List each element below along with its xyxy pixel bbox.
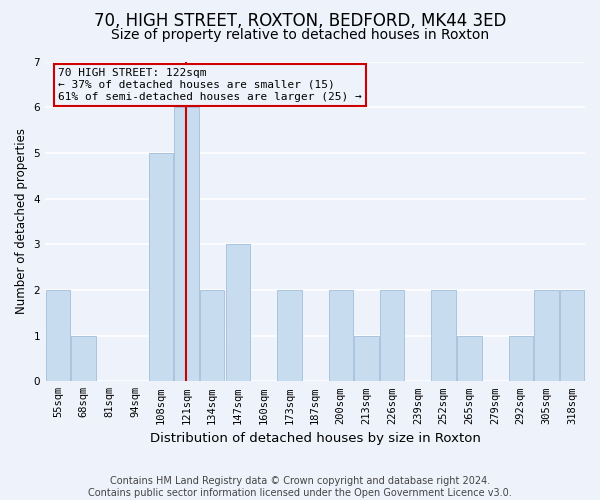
Text: 70 HIGH STREET: 122sqm
← 37% of detached houses are smaller (15)
61% of semi-det: 70 HIGH STREET: 122sqm ← 37% of detached… — [58, 68, 362, 102]
Bar — [46, 290, 70, 382]
Bar — [534, 290, 559, 382]
Bar — [71, 336, 96, 382]
Bar — [560, 290, 584, 382]
Bar — [277, 290, 302, 382]
Bar — [149, 153, 173, 382]
Y-axis label: Number of detached properties: Number of detached properties — [15, 128, 28, 314]
Bar — [457, 336, 482, 382]
X-axis label: Distribution of detached houses by size in Roxton: Distribution of detached houses by size … — [149, 432, 481, 445]
Bar — [200, 290, 224, 382]
Bar — [431, 290, 456, 382]
Bar — [380, 290, 404, 382]
Bar — [226, 244, 250, 382]
Text: 70, HIGH STREET, ROXTON, BEDFORD, MK44 3ED: 70, HIGH STREET, ROXTON, BEDFORD, MK44 3… — [94, 12, 506, 30]
Bar — [509, 336, 533, 382]
Bar — [329, 290, 353, 382]
Text: Size of property relative to detached houses in Roxton: Size of property relative to detached ho… — [111, 28, 489, 42]
Text: Contains HM Land Registry data © Crown copyright and database right 2024.
Contai: Contains HM Land Registry data © Crown c… — [88, 476, 512, 498]
Bar — [174, 107, 199, 382]
Bar — [354, 336, 379, 382]
